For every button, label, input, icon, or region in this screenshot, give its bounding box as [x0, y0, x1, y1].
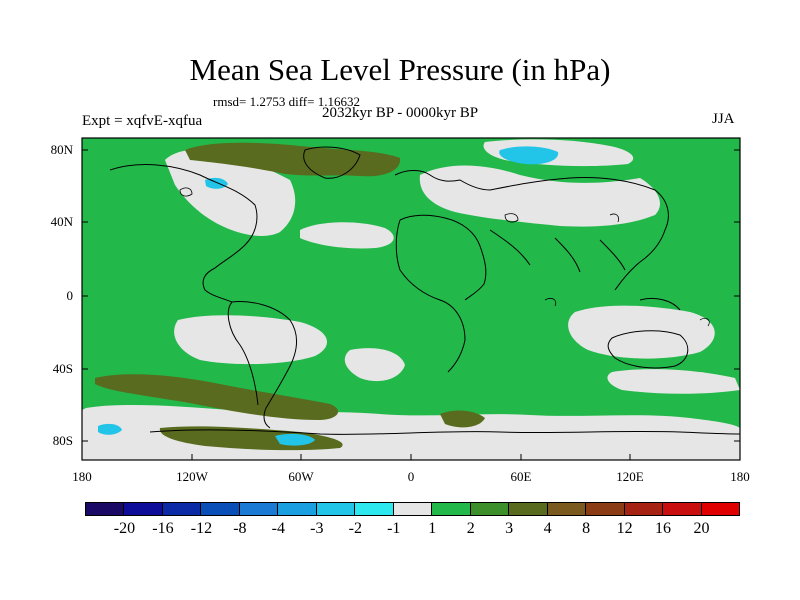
colorbar-label: -4 — [271, 520, 285, 537]
colorbar-label: -1 — [387, 520, 401, 537]
colorbar — [85, 502, 740, 516]
lon-tick-label: 120W — [176, 469, 208, 484]
colorbar-label: -2 — [348, 520, 362, 537]
colorbar-swatch — [662, 502, 702, 516]
colorbar-label: -20 — [113, 520, 136, 537]
coastline-islands — [179, 187, 710, 327]
colorbar-swatch — [200, 502, 240, 516]
colorbar-label: 16 — [655, 520, 672, 537]
lat-tick-label: 40N — [50, 214, 73, 229]
colorbar-swatch — [469, 502, 510, 516]
colorbar-swatch — [354, 502, 394, 516]
period-label: 2032kyr BP - 0000kyr BP — [322, 105, 479, 121]
coastlines — [109, 146, 741, 435]
colorbar-label: -16 — [152, 520, 174, 537]
lon-tick-label: 180 — [730, 469, 750, 484]
lat-tick-marks — [82, 149, 740, 442]
colorbar-label: -3 — [310, 520, 324, 537]
chart-title: Mean Sea Level Pressure (in hPa) — [189, 52, 611, 87]
lon-tick-marks — [81, 454, 741, 460]
lat-tick-label: 80N — [50, 142, 73, 157]
colorbar-label: 1 — [428, 520, 437, 537]
colorbar-label: 4 — [543, 520, 552, 537]
lat-tick-label: 0 — [66, 288, 74, 303]
lat-tick-label: 80S — [52, 433, 73, 448]
colorbar-swatch — [508, 502, 548, 516]
negative-anomaly-regions — [98, 146, 559, 446]
colorbar-swatch — [277, 502, 317, 516]
colorbar-swatch — [431, 502, 471, 516]
lon-tick-label: 120E — [616, 469, 644, 484]
lon-tick-label: 0 — [407, 469, 415, 484]
lat-tick-label: 40S — [52, 361, 73, 376]
experiment-label: Expt = xqfvE-xqfua — [82, 113, 203, 129]
colorbar-label: -12 — [190, 520, 213, 537]
colorbar-swatch — [623, 502, 664, 516]
colorbar-label: 8 — [582, 520, 591, 537]
colorbar-swatch — [161, 502, 202, 516]
colorbar-label: 12 — [616, 520, 633, 537]
colorbar-swatch — [123, 502, 163, 516]
colorbar-label: 3 — [505, 520, 514, 537]
colorbar-label: 20 — [693, 520, 710, 537]
colorbar-swatch — [392, 502, 433, 516]
colorbar-swatch — [238, 502, 279, 516]
stats-label: rmsd= 1.2753 diff= 1.16632 — [213, 94, 360, 109]
lon-tick-label: 60W — [288, 469, 314, 484]
lon-tick-label: 180 — [72, 469, 92, 484]
colorbar-label: -8 — [233, 520, 247, 537]
colorbar-swatch — [315, 502, 356, 516]
lon-tick-label: 60E — [510, 469, 532, 484]
colorbar-swatch — [546, 502, 587, 516]
colorbar-label: 2 — [466, 520, 475, 537]
colorbar-swatch — [585, 502, 625, 516]
colorbar-swatch — [85, 502, 125, 516]
colorbar-swatch — [700, 502, 740, 516]
season-label: JJA — [712, 111, 735, 127]
